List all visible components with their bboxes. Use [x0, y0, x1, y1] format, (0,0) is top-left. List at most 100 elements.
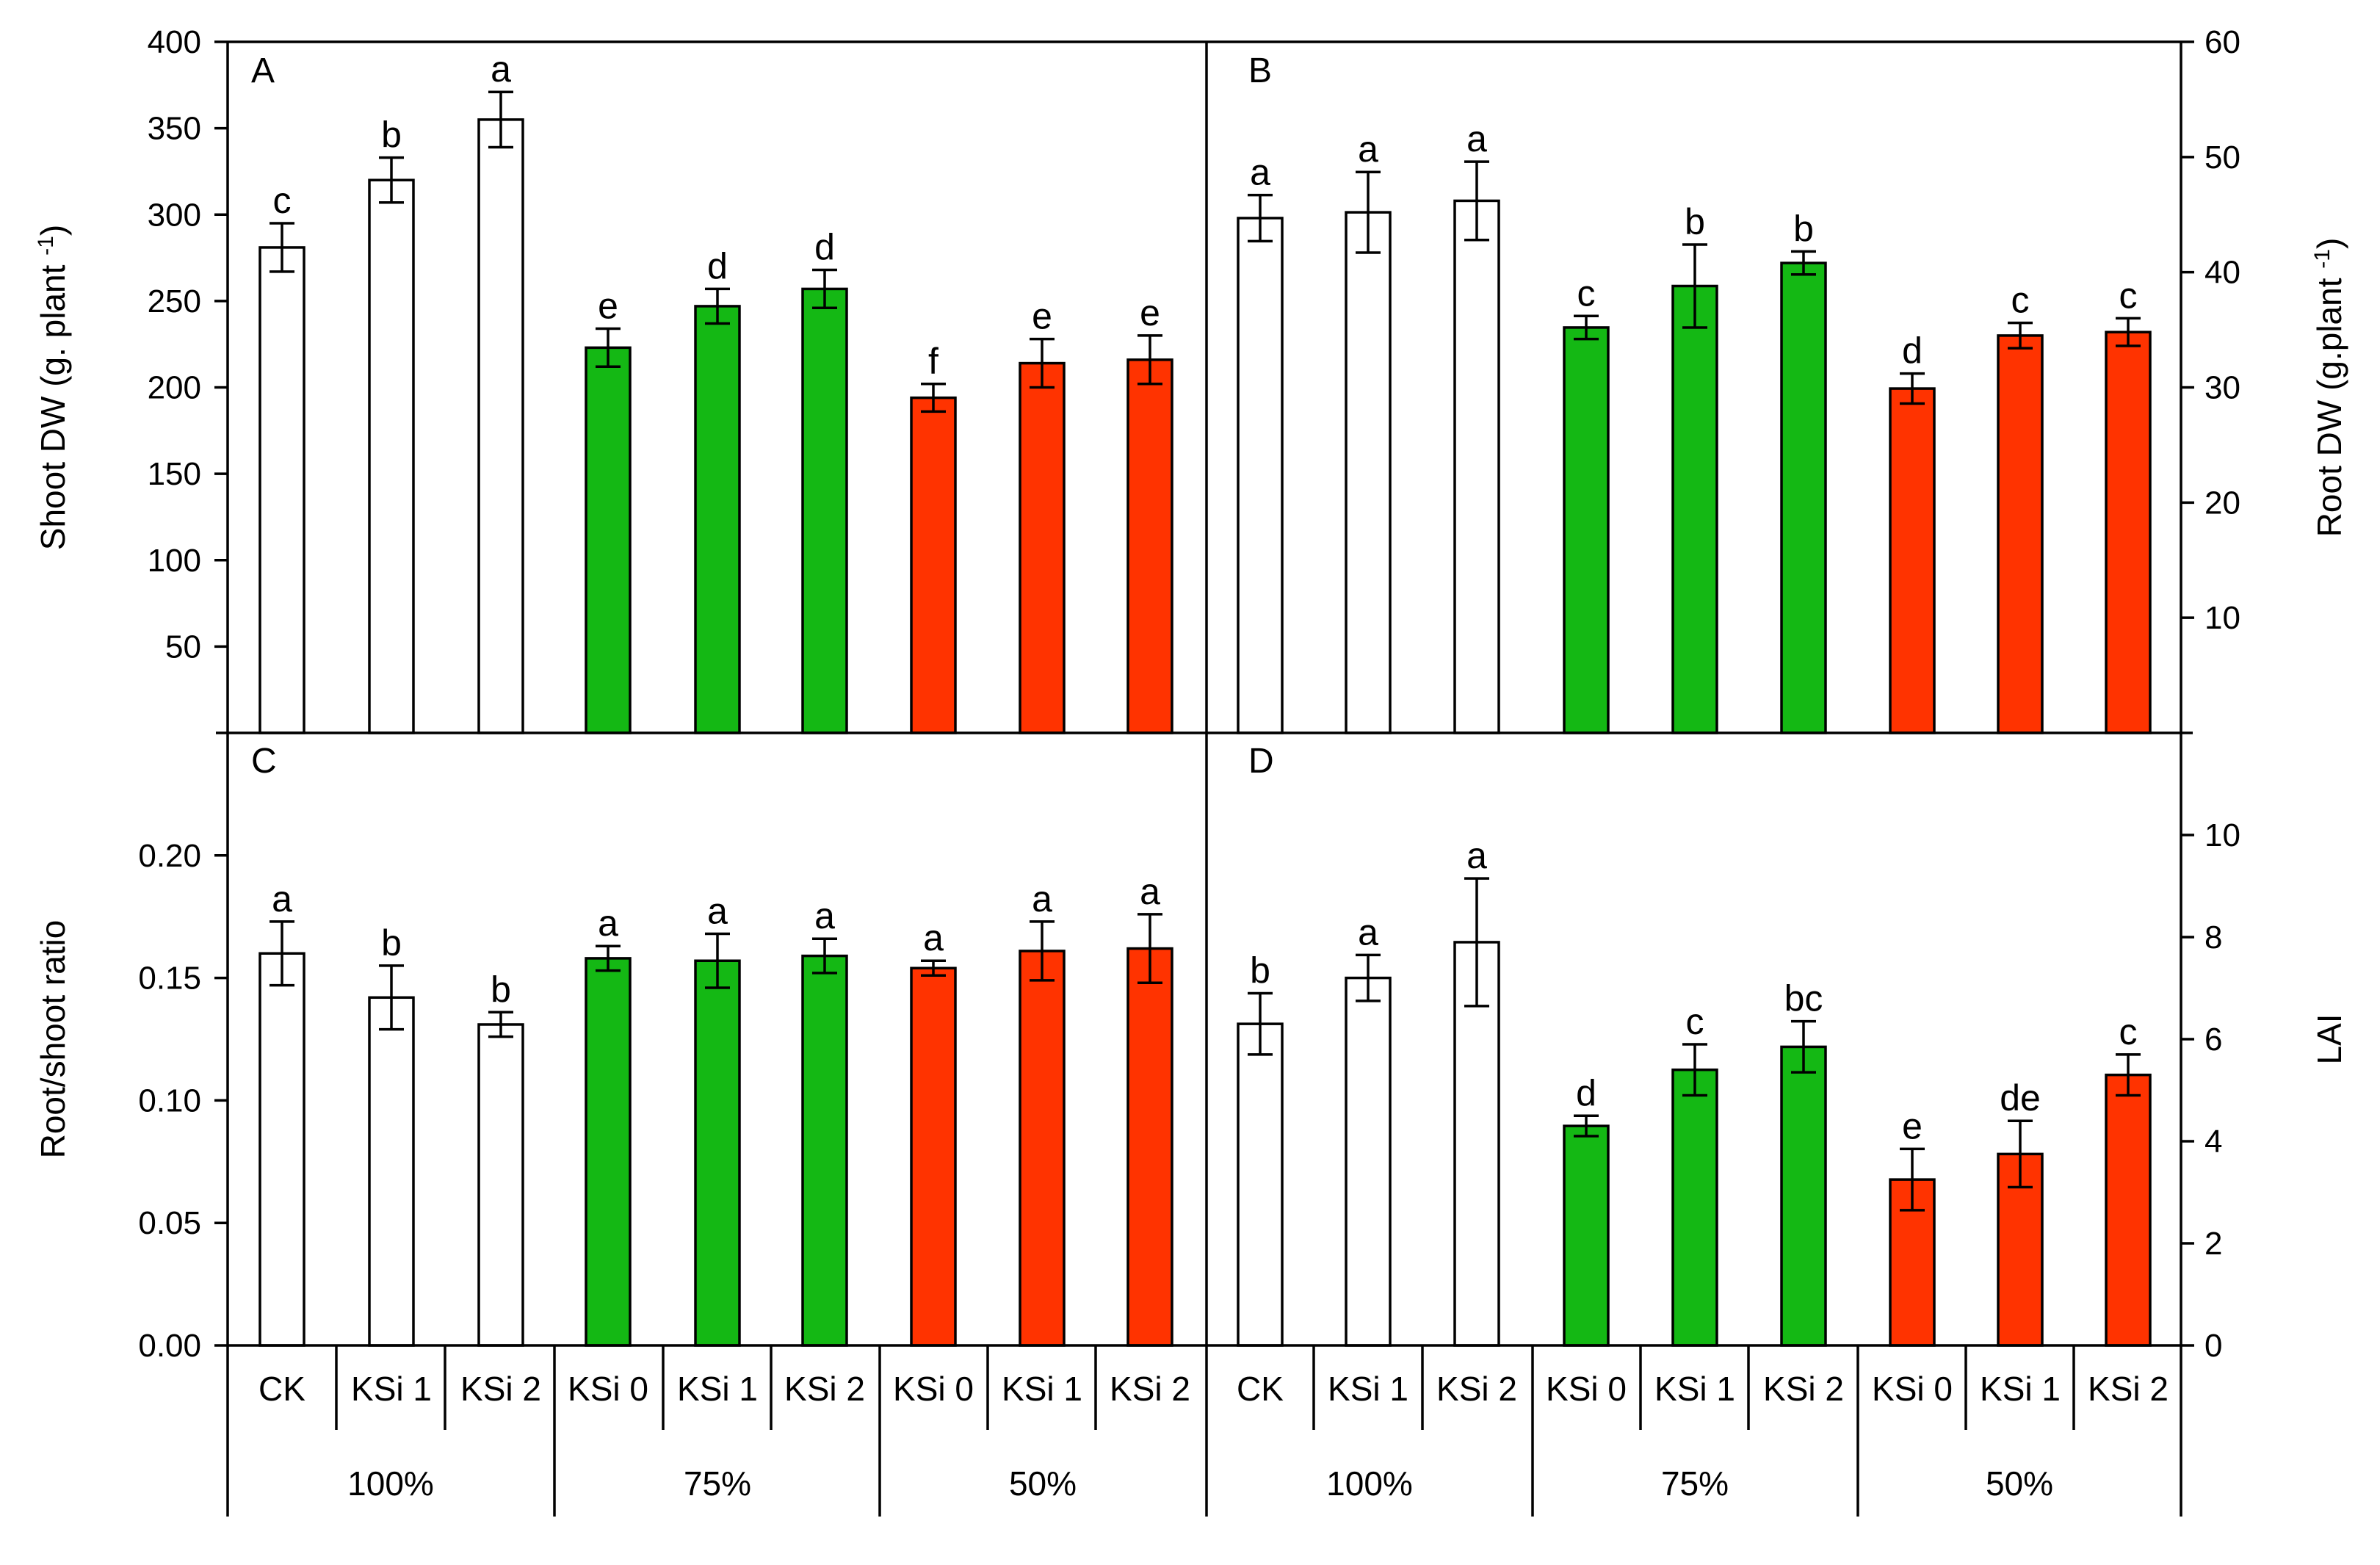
panel-a: Ac b a e d d f e e 50 100 150 200 250 300 350 400 Shoot D… — [34, 24, 1173, 734]
bar — [1019, 950, 1066, 1347]
panel-b: Ba a a c b b d c c 10 20 30 40 50 60 Root DW (g.plant -… — [1237, 24, 2348, 734]
bar — [1237, 217, 1284, 734]
y-axis-title: Shoot DW (g. plant -1) — [34, 225, 72, 550]
category-label: KSi 0 — [568, 1370, 648, 1408]
significance-letter: a — [272, 878, 292, 919]
significance-letter: d — [1902, 330, 1923, 372]
y-axis-title: Root/shoot ratio — [34, 920, 72, 1159]
category-label: KSi 2 — [1436, 1370, 1517, 1408]
error-bar — [1464, 160, 1489, 242]
error-bar — [1356, 953, 1381, 1002]
bar — [1345, 976, 1392, 1347]
category-label: CK — [1237, 1370, 1284, 1408]
category-label: CK — [258, 1370, 305, 1408]
category-label: KSi 2 — [460, 1370, 541, 1408]
significance-letter: a — [491, 48, 511, 90]
bar — [910, 396, 957, 734]
y-tick-label: 50 — [165, 629, 201, 665]
y-tick-label: 250 — [148, 283, 201, 319]
group-label: 75% — [1661, 1464, 1729, 1503]
error-bar — [1682, 243, 1707, 329]
error-bar — [2008, 1119, 2033, 1189]
bar — [1997, 334, 2044, 734]
y-tick-label: 4 — [2204, 1124, 2222, 1160]
significance-letter: e — [1140, 292, 1160, 333]
significance-letter: c — [1577, 272, 1596, 314]
significance-letter: d — [1576, 1072, 1596, 1113]
category-label: KSi 1 — [1002, 1370, 1082, 1408]
y-tick-label: 50 — [2204, 140, 2240, 176]
significance-letter: b — [1250, 950, 1270, 991]
significance-letter: c — [1686, 1001, 1704, 1042]
y-tick-label: 10 — [2204, 600, 2240, 636]
y-tick-label: 200 — [148, 370, 201, 406]
y-tick-label: 0.20 — [138, 838, 201, 874]
y-tick-label: 0 — [2204, 1328, 2222, 1364]
panel-c: Ca b b a a a a a a 0.00 0.05 0.10 0.15 0.20 Root/shoot… — [34, 742, 1173, 1364]
bar — [1126, 947, 1173, 1347]
error-bar — [1791, 250, 1816, 276]
bar — [258, 246, 305, 734]
error-bar — [1137, 913, 1162, 985]
significance-letter: c — [2119, 1011, 2138, 1052]
bar — [1563, 1124, 1610, 1347]
bar — [694, 305, 741, 734]
bar — [1237, 1022, 1284, 1347]
bar — [1780, 261, 1827, 734]
significance-letter: c — [2011, 280, 2030, 321]
significance-letter: a — [707, 891, 728, 932]
error-bar — [2116, 1053, 2141, 1097]
significance-letter: e — [1902, 1105, 1923, 1146]
bar — [1563, 326, 1610, 734]
y-tick-label: 8 — [2204, 919, 2222, 955]
bar — [477, 1023, 524, 1347]
y-tick-label: 60 — [2204, 24, 2240, 60]
y-tick-label: 20 — [2204, 485, 2240, 521]
group-label: 50% — [1986, 1464, 2053, 1503]
error-bar — [1248, 193, 1273, 243]
error-bar — [270, 222, 294, 273]
significance-letter: b — [1685, 201, 1705, 242]
error-bar — [1900, 1147, 1925, 1212]
y-tick-label: 30 — [2204, 370, 2240, 406]
category-label: KSi 0 — [1546, 1370, 1627, 1408]
error-bar — [1791, 1019, 1816, 1074]
significance-letter: b — [491, 969, 511, 1010]
error-bar — [1248, 991, 1273, 1056]
significance-letter: bc — [1784, 978, 1823, 1019]
panel-letter: A — [251, 51, 275, 90]
frame-layer — [216, 40, 2193, 1347]
significance-letter: b — [381, 115, 402, 156]
significance-letter: a — [1032, 878, 1052, 919]
category-label: KSi 2 — [2088, 1370, 2169, 1408]
bar — [694, 959, 741, 1347]
error-bar — [379, 156, 404, 204]
y-axis-title: LAI — [2310, 1013, 2348, 1064]
bar — [258, 952, 305, 1347]
significance-letter: e — [1032, 296, 1052, 337]
y-tick-label: 150 — [148, 456, 201, 492]
error-bar — [1682, 1043, 1707, 1097]
bar — [1889, 387, 1936, 734]
category-axis-layer: CK KSi 1 KSi 2 KSi 0 KSi 1 KSi 2 KSi 0 KSi 1 KSi… — [226, 1345, 2182, 1517]
bar — [910, 966, 957, 1347]
category-label: KSi 0 — [893, 1370, 974, 1408]
significance-letter: b — [1793, 208, 1814, 249]
significance-letter: d — [814, 227, 835, 268]
error-bar — [921, 959, 946, 977]
significance-letter: a — [814, 895, 835, 936]
bar — [801, 954, 848, 1347]
bar — [368, 996, 415, 1347]
significance-letter: c — [273, 180, 292, 221]
y-tick-label: 0.10 — [138, 1083, 201, 1118]
bar — [585, 346, 632, 734]
group-label: 100% — [347, 1464, 434, 1503]
error-bar — [596, 327, 621, 369]
error-bar — [379, 964, 404, 1031]
error-bar — [705, 287, 730, 325]
error-bar — [1574, 1114, 1599, 1138]
significance-letter: de — [2000, 1077, 2041, 1118]
category-label: KSi 2 — [784, 1370, 865, 1408]
y-tick-label: 0.00 — [138, 1328, 201, 1364]
